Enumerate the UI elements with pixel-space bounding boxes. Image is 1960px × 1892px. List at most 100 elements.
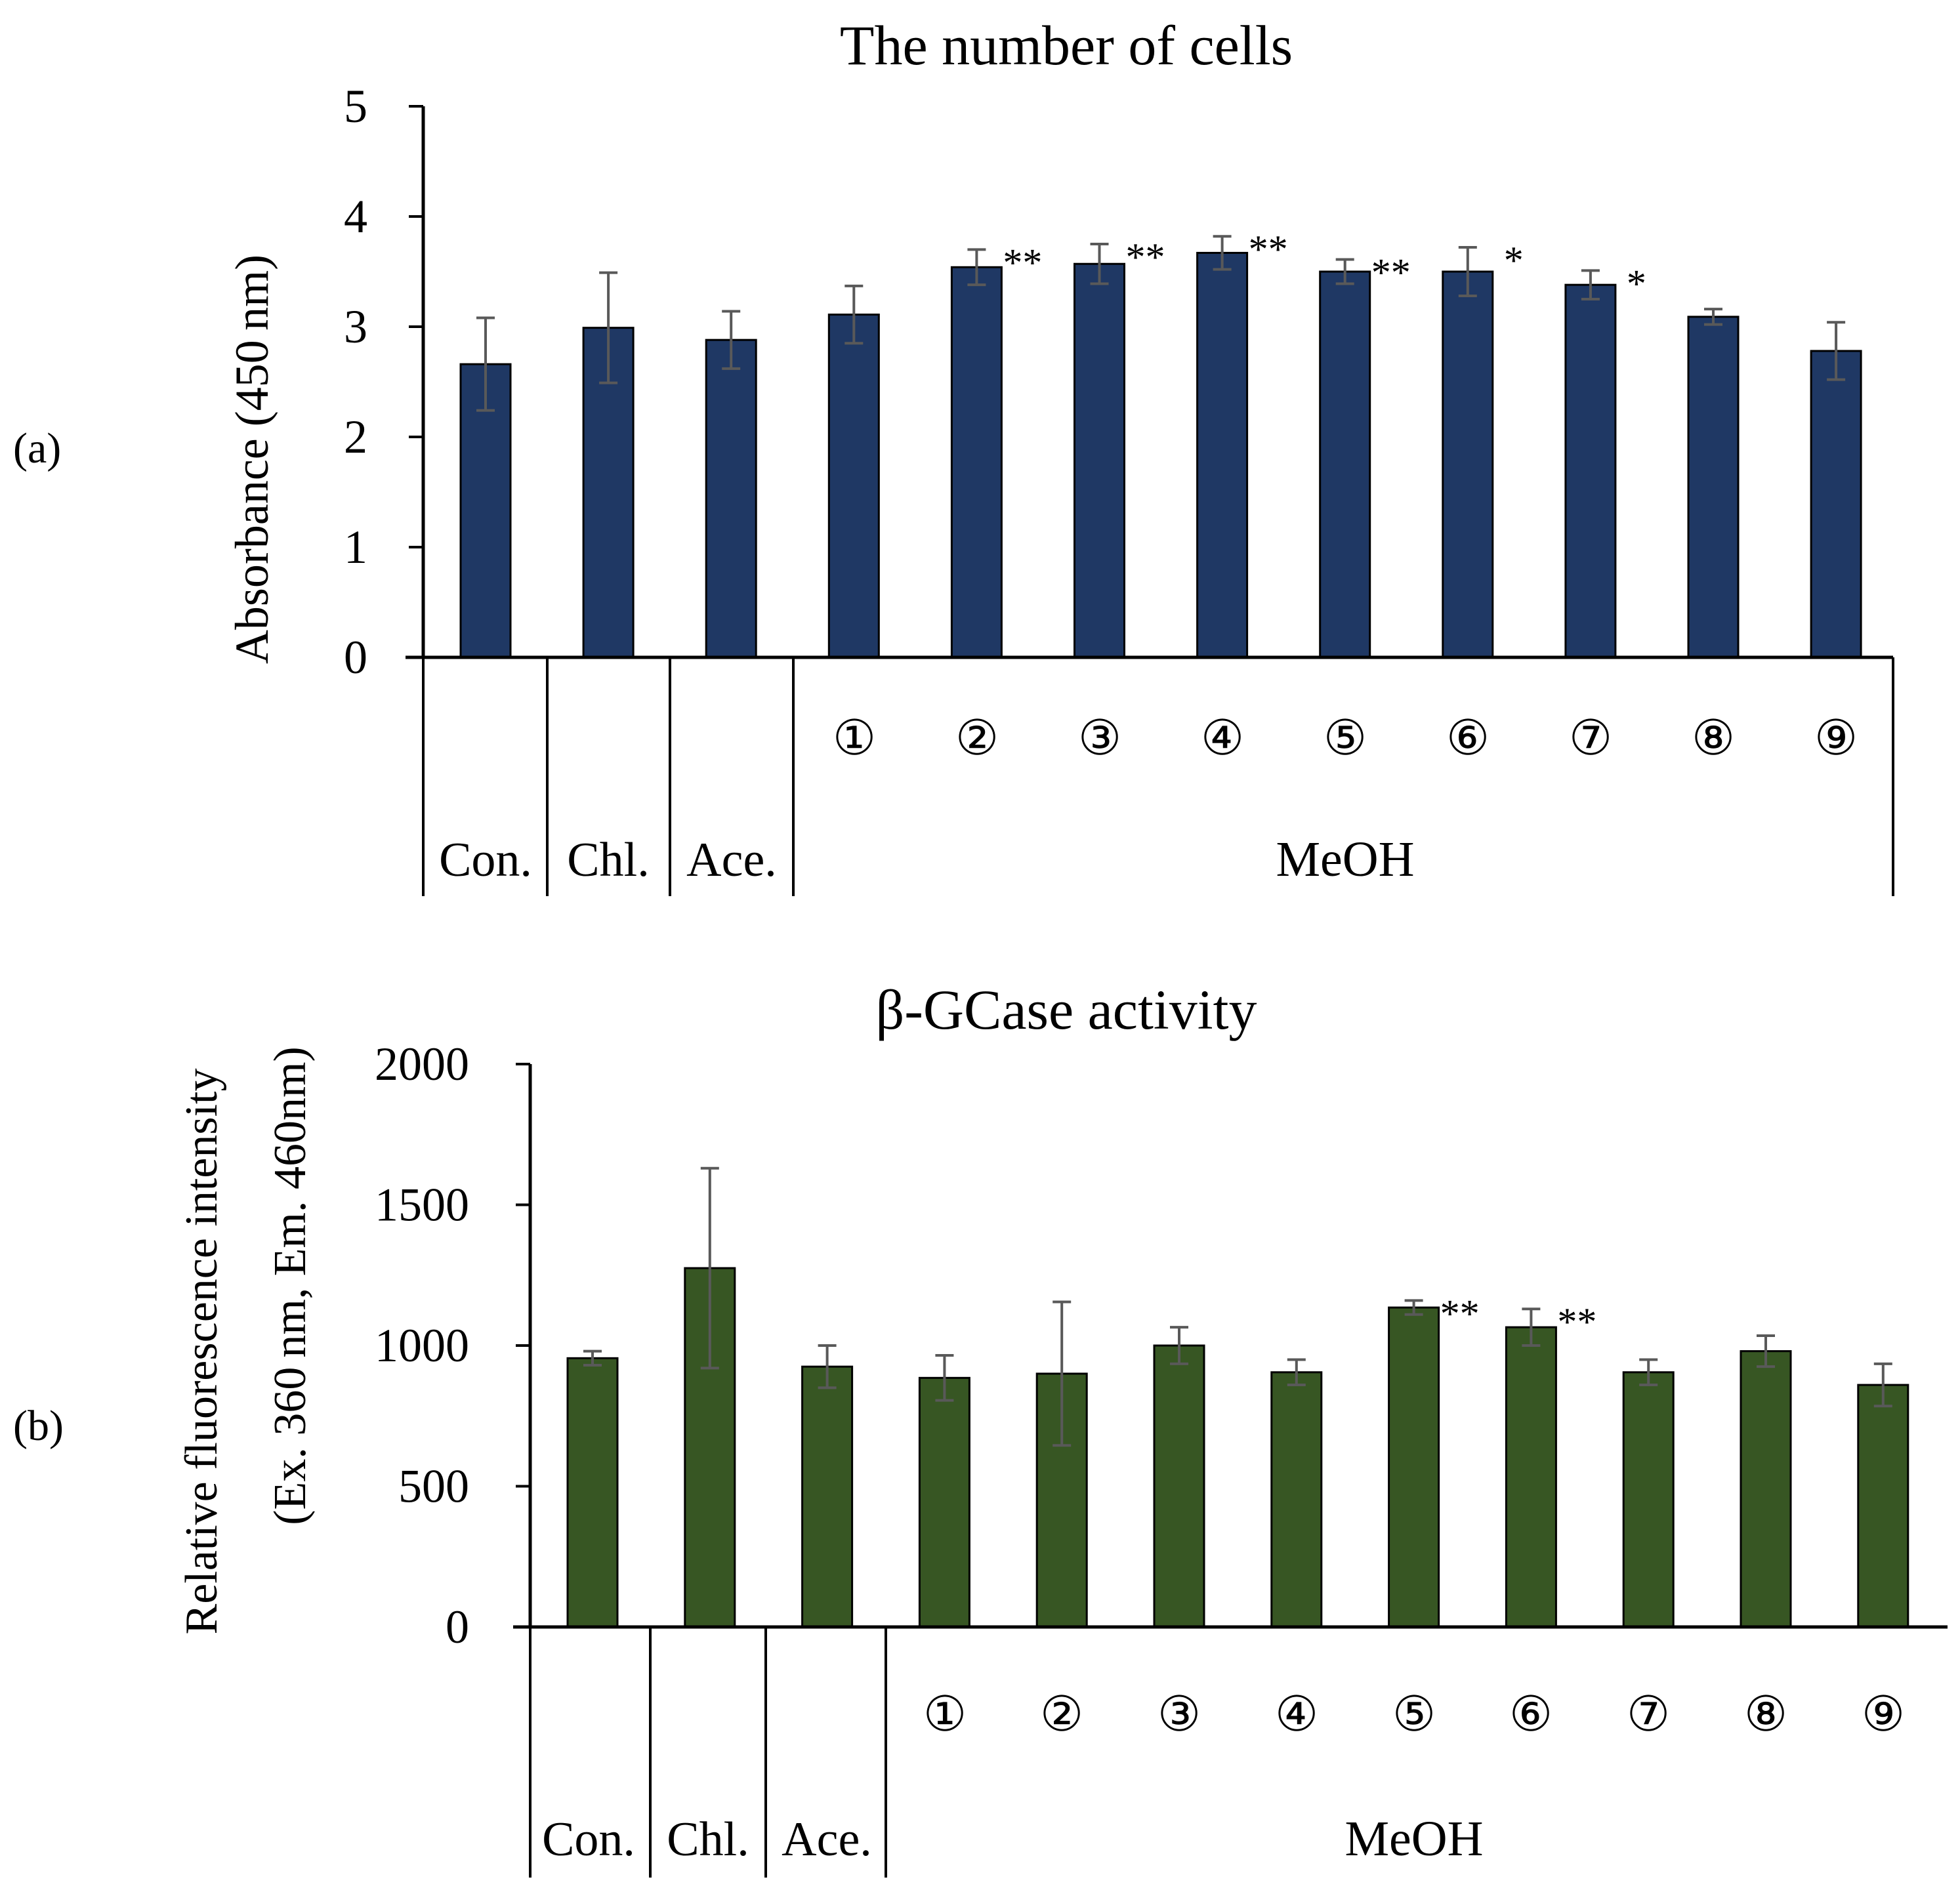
panel-b-error-bar-6: [1170, 1326, 1188, 1365]
panel-a-category-meoh-4: ④: [1201, 712, 1244, 766]
panel-a-label: (a): [13, 424, 61, 472]
panel-a-title: The number of cells: [840, 14, 1293, 77]
panel-b-category-meoh-3: ③: [1157, 1688, 1201, 1742]
panel-a-error-bar-4: [844, 284, 864, 345]
panel-a-error-bar-3: [722, 310, 741, 370]
panel-b-significance-marks: ** **: [1440, 1292, 1597, 1344]
panel-b-label: (b): [13, 1402, 64, 1450]
panel-b-category-meoh-4: ④: [1275, 1688, 1318, 1742]
panel-a-bar-6: [1074, 262, 1125, 659]
panel-b-error-bar-5: [1053, 1300, 1072, 1447]
panel-b-category-chl: Chl.: [667, 1813, 749, 1866]
panel-a-error-bar-12: [1827, 321, 1846, 381]
panel-a-y-tick-label-3: 3: [344, 300, 367, 353]
panel-b-title: β-GCase activity: [875, 978, 1257, 1041]
panel-b-y-tick-label-0: 0: [446, 1601, 469, 1653]
panel-b-bar-10: [1622, 1371, 1675, 1628]
panel-b-y-axis-label-units: (Ex. 360 nm, Em. 460nm): [265, 1046, 316, 1525]
panel-b-y-axis-label: Relative fluorescence intensity: [177, 1068, 227, 1634]
panel-b-error-bar-3: [818, 1344, 837, 1389]
panel-a-y-tick-label-5: 5: [344, 80, 367, 133]
panel-a-category-chl: Chl.: [567, 833, 649, 887]
panel-b-y-tick-label-4: 2000: [375, 1038, 469, 1090]
panel-a-group-label: MeOH: [1276, 832, 1414, 887]
panel-a-category-meoh-3: ③: [1078, 712, 1121, 766]
panel-a-bar-4: [827, 314, 880, 659]
panel-b-error-bar-10: [1639, 1358, 1658, 1387]
panel-a-category-meoh-6: ⑥: [1446, 712, 1490, 766]
panel-b-category-meoh-1: ①: [923, 1688, 967, 1742]
panel-b-error-bar-1: [583, 1349, 602, 1367]
panel-a-significance-10: *: [1627, 262, 1646, 305]
panel-a-category-meoh-5: ⑤: [1324, 712, 1367, 766]
panel-b-category-con: Con.: [542, 1813, 635, 1866]
panel-a-significance-8: **: [1371, 251, 1411, 295]
panel-b-y-tick-label-3: 1500: [375, 1179, 469, 1231]
panel-b-bar-3: [801, 1365, 854, 1628]
panel-b-bar-8: [1388, 1306, 1440, 1628]
panel-a-bar-10: [1564, 283, 1617, 659]
panel-b-error-bar-7: [1287, 1358, 1306, 1387]
panel-b-group-label: MeOH: [1345, 1811, 1483, 1866]
panel-a: (a) The number of cells Absorbance (450 …: [13, 14, 1894, 896]
panel-a-category-meoh-7: ⑦: [1569, 712, 1612, 766]
panel-a-bar-5: [950, 266, 1003, 659]
panel-a-significance-7: **: [1249, 228, 1288, 271]
panel-a-category-meoh-1: ①: [833, 712, 876, 766]
panel-b-category-meoh-7: ⑦: [1627, 1688, 1670, 1742]
panel-b-bars: [566, 1267, 1909, 1628]
panel-a-error-bars: [476, 235, 1846, 412]
panel-a-bars: [459, 251, 1862, 659]
panel-b-bar-12: [1857, 1384, 1909, 1628]
panel-a-category-meoh-9: ⑨: [1814, 712, 1858, 766]
panel-a-category-ace: Ace.: [686, 833, 777, 887]
panel-b-bar-1: [566, 1357, 619, 1628]
panel-b-significance-9: **: [1557, 1300, 1596, 1344]
panel-b-category-ace: Ace.: [782, 1813, 872, 1866]
panel-b-category-meoh-5: ⑤: [1392, 1688, 1436, 1742]
panel-a-y-tick-label-2: 2: [344, 411, 367, 463]
panel-b-category-meoh-8: ⑧: [1744, 1688, 1787, 1742]
panel-a-bar-9: [1442, 270, 1494, 659]
panel-a-significance-6: **: [1126, 236, 1165, 279]
panel-a-bar-8: [1319, 270, 1371, 659]
panel-a-bar-7: [1196, 251, 1249, 659]
panel-b-bar-4: [918, 1376, 970, 1628]
panel-b-error-bar-12: [1873, 1362, 1892, 1408]
panel-b-bar-11: [1740, 1350, 1792, 1628]
panel-b: (b) β-GCase activity Relative fluorescen…: [13, 978, 1948, 1878]
panel-a-bar-11: [1687, 316, 1740, 659]
panel-b-y-tick-label-2: 1000: [375, 1319, 469, 1372]
panel-b-error-bar-9: [1522, 1307, 1541, 1347]
panel-b-error-bar-11: [1757, 1334, 1775, 1368]
panel-a-significance-5: **: [1003, 241, 1042, 284]
panel-a-y-tick-label-4: 4: [344, 190, 367, 243]
panel-a-category-con: Con.: [439, 833, 532, 887]
panel-b-y-ticks: 0 500 1000 1500 2000: [375, 1038, 530, 1653]
panel-a-error-bar-9: [1458, 246, 1477, 297]
panel-a-error-bar-5: [967, 248, 986, 287]
panel-a-bar-3: [705, 339, 757, 659]
panel-b-bar-9: [1505, 1326, 1557, 1628]
panel-b-significance-8: **: [1440, 1292, 1480, 1335]
panel-a-error-bar-7: [1213, 235, 1232, 271]
panel-b-error-bar-4: [935, 1354, 954, 1402]
panel-a-error-bar-10: [1581, 269, 1600, 300]
panel-a-y-ticks: 0 1 2 3 4 5: [344, 80, 423, 684]
panel-a-error-bar-1: [476, 316, 495, 412]
panel-a-error-bar-2: [599, 271, 618, 384]
panel-b-bar-7: [1270, 1371, 1323, 1628]
panel-a-error-bar-6: [1090, 243, 1109, 285]
panel-a-significance-marks: ** ** **** **: [1003, 228, 1646, 305]
panel-b-category-meoh-9: ⑨: [1862, 1688, 1905, 1742]
panel-a-category-meoh-8: ⑧: [1692, 712, 1735, 766]
panel-b-category-meoh-6: ⑥: [1509, 1688, 1553, 1742]
panel-a-bar-12: [1810, 350, 1862, 659]
panel-b-bar-6: [1153, 1344, 1205, 1628]
panel-a-error-bar-11: [1704, 308, 1722, 326]
panel-a-category-meoh-2: ②: [955, 712, 999, 766]
panel-a-y-axis-label: Absorbance (450 nm): [226, 255, 278, 664]
panel-b-y-tick-label-1: 500: [398, 1460, 469, 1513]
panel-b-category-meoh-2: ②: [1040, 1688, 1083, 1742]
